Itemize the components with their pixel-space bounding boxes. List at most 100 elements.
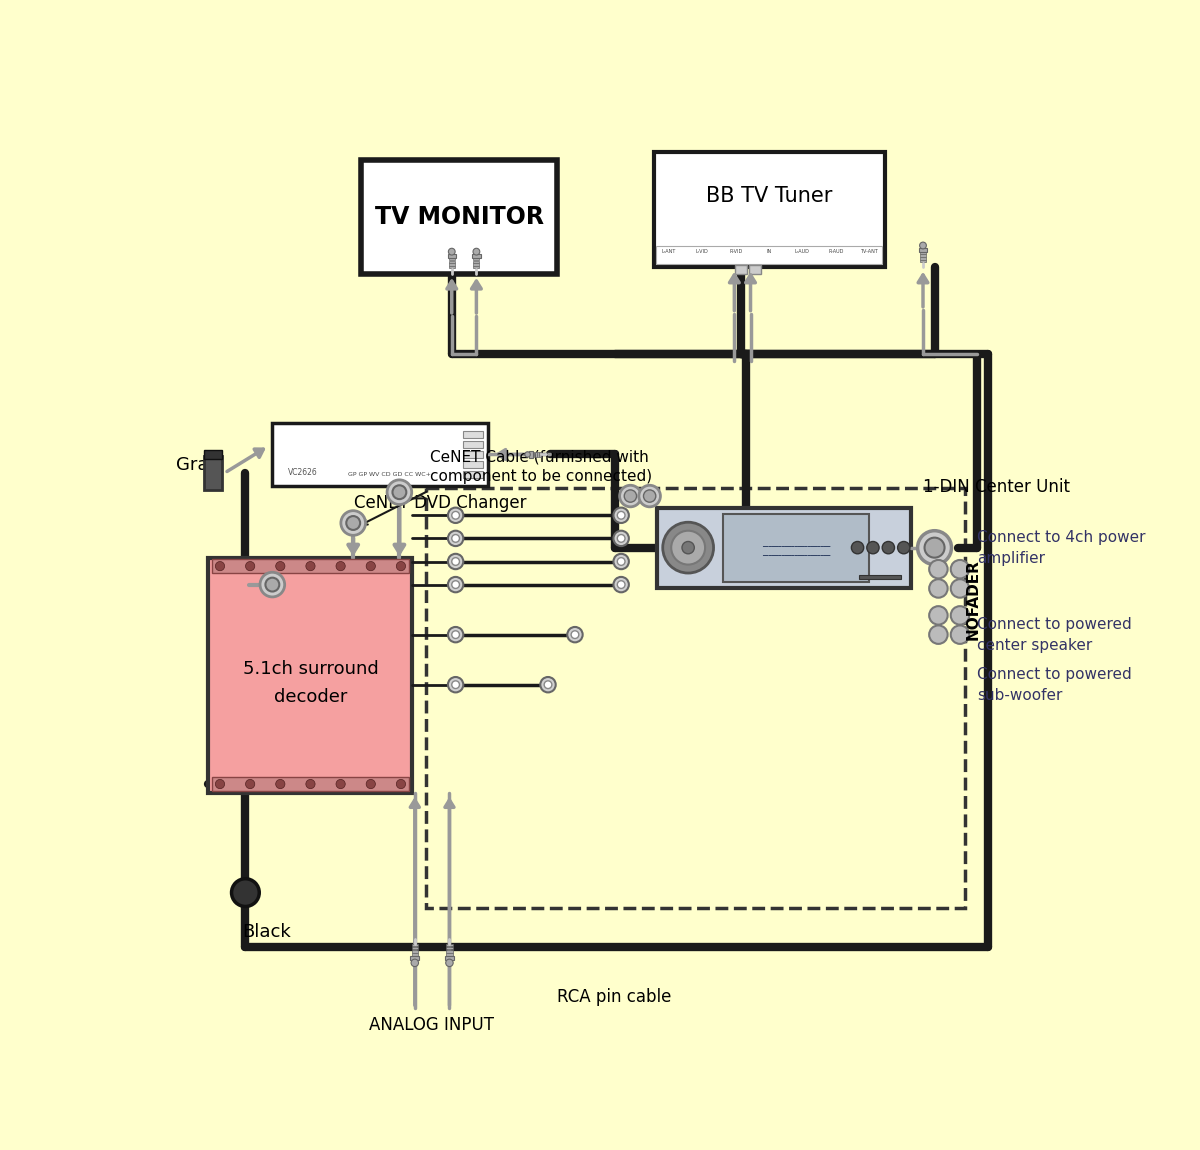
Text: Connect to powered
sub-woofer: Connect to powered sub-woofer: [977, 667, 1132, 703]
Bar: [472, 254, 481, 258]
Text: CeNET DVD Changer: CeNET DVD Changer: [354, 493, 527, 512]
Bar: [463, 430, 482, 438]
Circle shape: [451, 631, 460, 638]
Bar: [361, 160, 557, 274]
Circle shape: [366, 780, 376, 789]
Circle shape: [276, 780, 284, 789]
Bar: [410, 956, 420, 960]
Bar: [412, 953, 418, 956]
Circle shape: [448, 677, 463, 692]
Circle shape: [617, 535, 625, 543]
Circle shape: [215, 561, 224, 570]
Text: CeNET Cable (furnished with
component to be connected): CeNET Cable (furnished with component to…: [431, 450, 653, 484]
Circle shape: [919, 243, 926, 248]
Circle shape: [950, 626, 970, 644]
Bar: [204, 457, 222, 490]
Circle shape: [950, 580, 970, 598]
Text: Connect to 4ch power
amplifier: Connect to 4ch power amplifier: [977, 530, 1146, 566]
Text: L-ANT: L-ANT: [661, 250, 676, 254]
Bar: [749, 264, 761, 275]
Bar: [919, 247, 928, 252]
Bar: [446, 944, 452, 946]
Circle shape: [866, 542, 880, 554]
Circle shape: [451, 512, 460, 519]
Text: ━━━━━━━━━━━━━━━━━━━━━: ━━━━━━━━━━━━━━━━━━━━━: [762, 545, 830, 550]
Circle shape: [396, 561, 406, 570]
Circle shape: [524, 452, 530, 458]
Bar: [463, 470, 482, 478]
Circle shape: [929, 560, 948, 578]
Circle shape: [617, 558, 625, 566]
Circle shape: [882, 542, 894, 554]
Text: ANALOG INPUT: ANALOG INPUT: [370, 1015, 494, 1034]
Text: R-AUD: R-AUD: [828, 250, 844, 254]
Bar: [212, 559, 409, 573]
Circle shape: [617, 581, 625, 589]
Circle shape: [448, 627, 463, 643]
Circle shape: [682, 542, 695, 554]
Bar: [474, 263, 479, 266]
Circle shape: [412, 959, 419, 967]
Bar: [535, 452, 536, 457]
Circle shape: [306, 780, 316, 789]
Bar: [449, 266, 455, 268]
Circle shape: [276, 561, 284, 570]
Bar: [449, 263, 455, 266]
Text: 1-DIN Center Unit: 1-DIN Center Unit: [923, 478, 1070, 496]
Circle shape: [613, 554, 629, 569]
Text: RCA pin cable: RCA pin cable: [557, 988, 672, 1005]
Text: NOFADER: NOFADER: [966, 560, 980, 641]
Bar: [539, 452, 541, 457]
Circle shape: [449, 248, 455, 255]
Bar: [859, 575, 901, 580]
Circle shape: [448, 530, 463, 546]
Circle shape: [624, 490, 636, 503]
Bar: [204, 450, 222, 459]
Circle shape: [341, 511, 366, 535]
Circle shape: [929, 580, 948, 598]
Circle shape: [451, 681, 460, 689]
Bar: [445, 956, 454, 960]
Bar: [920, 258, 926, 260]
Circle shape: [451, 535, 460, 543]
Bar: [446, 950, 452, 952]
Bar: [722, 514, 869, 582]
Text: ━━━━━━━━━━━━━━━━━━━━━: ━━━━━━━━━━━━━━━━━━━━━: [762, 554, 830, 559]
Bar: [449, 261, 455, 263]
Circle shape: [366, 561, 376, 570]
Circle shape: [448, 554, 463, 569]
Circle shape: [643, 490, 656, 503]
Circle shape: [473, 248, 480, 255]
Bar: [920, 260, 926, 262]
Text: Gray: Gray: [176, 457, 220, 474]
Circle shape: [918, 530, 952, 565]
Bar: [656, 246, 882, 264]
Bar: [212, 777, 409, 791]
Bar: [209, 558, 413, 792]
Circle shape: [662, 522, 714, 573]
Circle shape: [540, 677, 556, 692]
Circle shape: [388, 480, 412, 505]
Bar: [448, 254, 456, 258]
Circle shape: [215, 780, 224, 789]
Bar: [412, 950, 418, 952]
Circle shape: [246, 780, 254, 789]
Circle shape: [613, 577, 629, 592]
Bar: [474, 266, 479, 268]
Bar: [446, 946, 452, 950]
Text: L-VID: L-VID: [696, 250, 709, 254]
Circle shape: [336, 780, 346, 789]
Text: Black: Black: [242, 923, 292, 942]
Bar: [412, 946, 418, 950]
Circle shape: [568, 627, 583, 643]
Bar: [446, 953, 452, 956]
Bar: [412, 944, 418, 946]
Circle shape: [445, 959, 454, 967]
Circle shape: [396, 780, 406, 789]
Bar: [449, 258, 455, 260]
Circle shape: [544, 681, 552, 689]
Circle shape: [950, 560, 970, 578]
Circle shape: [260, 573, 284, 597]
Circle shape: [929, 626, 948, 644]
Circle shape: [619, 485, 641, 507]
